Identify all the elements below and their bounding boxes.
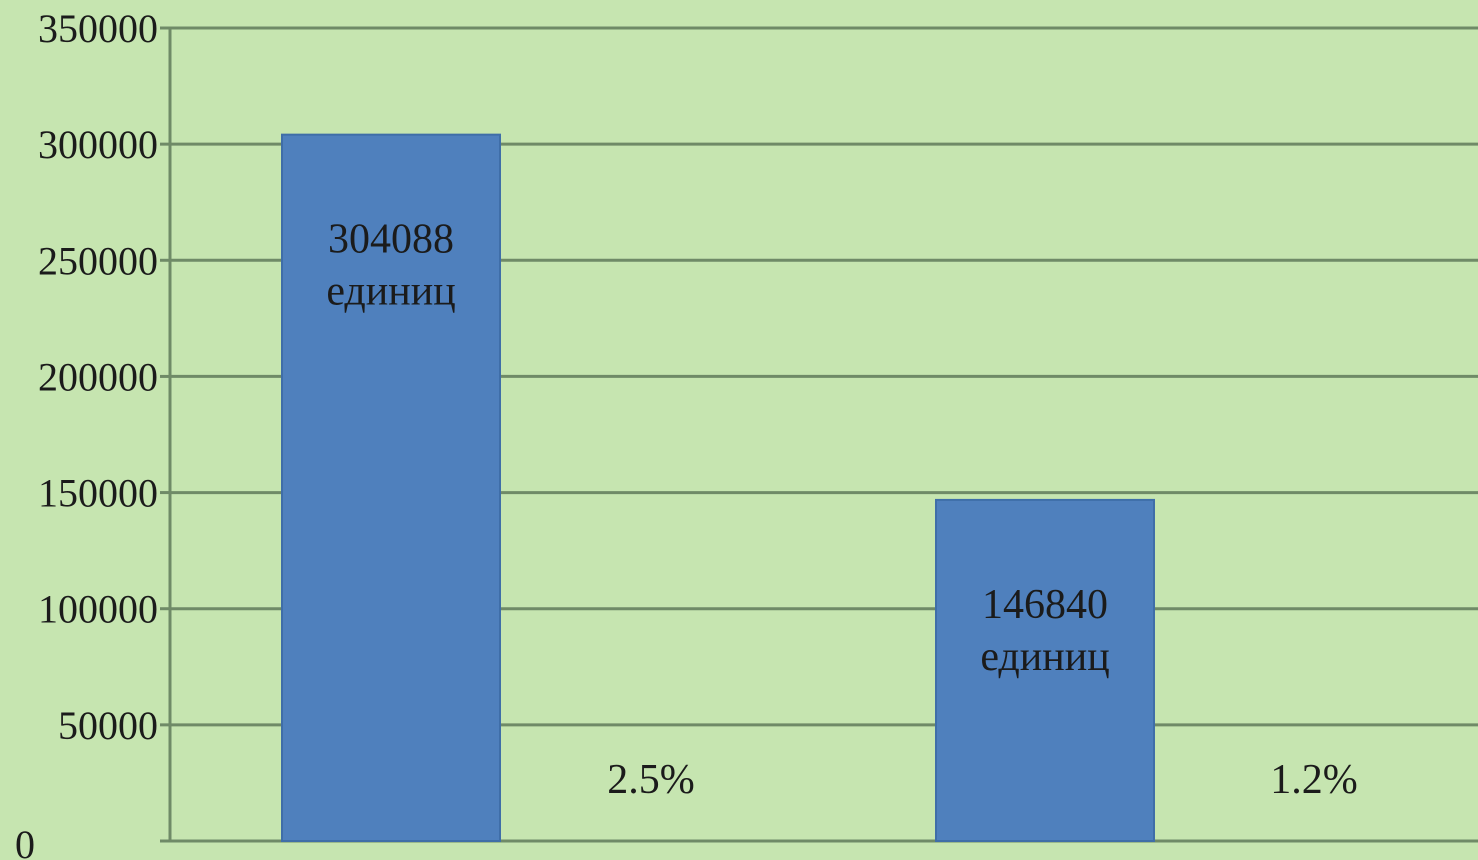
bar-unit-label: единиц [980,634,1109,680]
bar [935,498,1155,842]
y-tick-label: 350000 [38,6,158,51]
percent-annotation: 2.5% [607,757,695,803]
percent-annotation: 1.2% [1270,757,1358,803]
annotations: 2.5% 1.2% [607,757,1358,803]
bar-value-label: 146840 [982,582,1108,628]
y-tick-label: 150000 [38,471,158,516]
y-tick-label: 100000 [38,587,158,632]
y-tick-label: 300000 [38,122,158,167]
bars [281,133,1155,842]
bar-unit-label: единиц [326,269,455,315]
data-labels: 304088 единиц 146840 единиц [326,217,1109,680]
y-tick-label: 0 [15,822,35,860]
y-tick-label: 50000 [58,703,158,748]
bar [281,133,501,842]
y-tick-label: 250000 [38,238,158,283]
y-tick-label: 200000 [38,354,158,399]
bar-value-label: 304088 [328,217,454,263]
y-tick-labels: 0 50000 100000 150000 200000 250000 300000 3500… [15,6,158,860]
